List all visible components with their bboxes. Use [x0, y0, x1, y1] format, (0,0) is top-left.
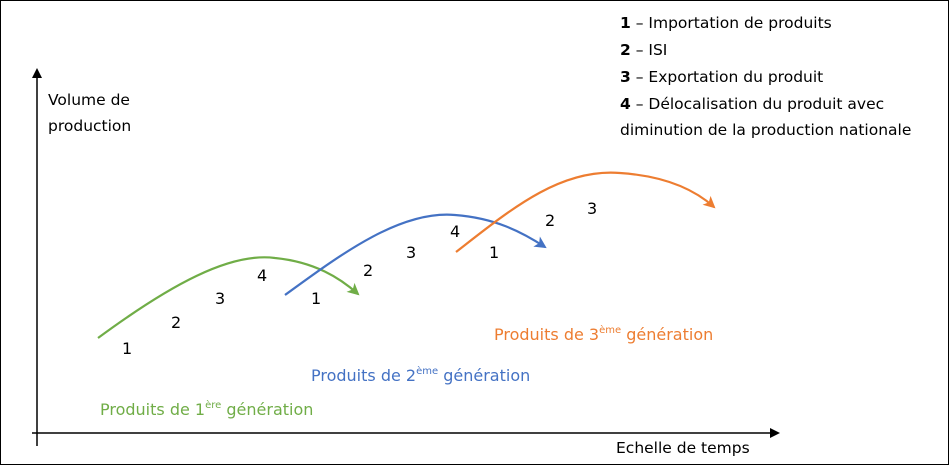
gen1-stage-3: 3 [215, 289, 226, 308]
legend-item-4: 4 – Délocalisation du produit avec [620, 95, 885, 113]
y-axis-label-line2: production [48, 117, 132, 135]
gen1-stage-4: 4 [257, 266, 268, 285]
gen1-stage-2: 2 [171, 313, 182, 332]
gen2-stage-1: 1 [311, 289, 322, 308]
legend-text: – ISI [630, 41, 668, 59]
gen1-curve [97, 256, 360, 339]
legend-num: 1 [620, 14, 631, 32]
gen2-stage-2: 2 [363, 261, 374, 280]
legend-num: 4 [620, 95, 631, 113]
gen1-label: Produits de 1ère génération [100, 401, 313, 418]
legend-text: – Importation de produits [630, 14, 832, 32]
y-axis-label-line1: Volume de [48, 91, 130, 109]
gen3-sup: ème [599, 325, 622, 336]
gen2-sup: ème [416, 366, 439, 377]
gen2-curve [284, 213, 547, 296]
gen1-prefix: Produits de 1 [100, 400, 206, 419]
gen2-stage-3: 3 [406, 243, 417, 262]
gen2-prefix: Produits de 2 [311, 366, 417, 385]
legend-item-4-cont: diminution de la production nationale [620, 121, 912, 139]
legend-text: – Exportation du produit [630, 68, 824, 86]
gen3-suffix: génération [621, 325, 714, 344]
gen3-prefix: Produits de 3 [494, 325, 600, 344]
gen1-sup: ère [205, 400, 222, 411]
legend-item-2: 2 – ISI [620, 41, 668, 59]
gen3-stage-1: 1 [489, 243, 500, 262]
gen2-suffix: génération [438, 366, 531, 385]
x-axis-label: Echelle de temps [616, 439, 750, 457]
legend-item-1: 1 – Importation de produits [620, 14, 832, 32]
gen3-label: Produits de 3ème génération [494, 326, 713, 343]
gen2-label: Produits de 2ème génération [311, 367, 530, 384]
gen3-curve [455, 171, 716, 253]
gen1-stage-1: 1 [122, 339, 133, 358]
legend-text: – Délocalisation du produit avec [630, 95, 885, 113]
legend-item-3: 3 – Exportation du produit [620, 68, 824, 86]
gen1-suffix: génération [221, 400, 314, 419]
legend-num: 3 [620, 68, 631, 86]
gen3-stage-3: 3 [587, 199, 598, 218]
gen2-stage-4: 4 [450, 222, 461, 241]
gen3-stage-2: 2 [545, 211, 556, 230]
legend-num: 2 [620, 41, 631, 59]
legend-text: diminution de la production nationale [620, 121, 912, 139]
